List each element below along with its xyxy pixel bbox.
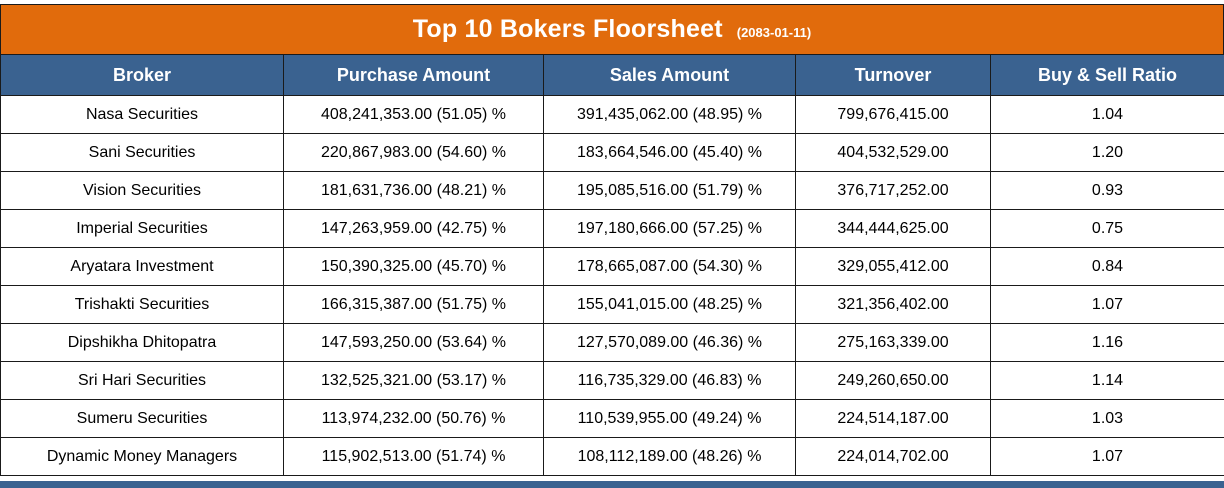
ratio-cell: 1.07 — [990, 437, 1224, 476]
purchase-amount-cell: 147,593,250.00 (53.64) % — [283, 323, 544, 362]
broker-cell: Trishakti Securities — [0, 285, 284, 324]
broker-cell: Imperial Securities — [0, 209, 284, 248]
sales-amount-cell: 195,085,516.00 (51.79) % — [543, 171, 796, 210]
column-header-turnover: Turnover — [795, 54, 991, 96]
purchase-amount-cell: 166,315,387.00 (51.75) % — [283, 285, 544, 324]
turnover-cell: 799,676,415.00 — [795, 95, 991, 134]
floorsheet-table: Broker Purchase Amount Sales Amount Turn… — [0, 54, 1224, 476]
sales-amount-cell: 391,435,062.00 (48.95) % — [543, 95, 796, 134]
table-row: Dynamic Money Managers 115,902,513.00 (5… — [0, 437, 1224, 476]
turnover-cell: 404,532,529.00 — [795, 133, 991, 172]
column-header-sales: Sales Amount — [543, 54, 796, 96]
ratio-cell: 1.04 — [990, 95, 1224, 134]
sales-amount-cell: 183,664,546.00 (45.40) % — [543, 133, 796, 172]
sales-amount-cell: 127,570,089.00 (46.36) % — [543, 323, 796, 362]
turnover-cell: 321,356,402.00 — [795, 285, 991, 324]
broker-cell: Sani Securities — [0, 133, 284, 172]
turnover-cell: 224,014,702.00 — [795, 437, 991, 476]
broker-cell: Sri Hari Securities — [0, 361, 284, 400]
column-header-broker: Broker — [0, 54, 284, 96]
turnover-cell: 329,055,412.00 — [795, 247, 991, 286]
purchase-amount-cell: 150,390,325.00 (45.70) % — [283, 247, 544, 286]
ratio-cell: 1.14 — [990, 361, 1224, 400]
report-title: Top 10 Bokers Floorsheet — [412, 15, 723, 43]
sales-amount-cell: 110,539,955.00 (49.24) % — [543, 399, 796, 438]
title-bar: Top 10 Bokers Floorsheet (2083-01-11) — [0, 4, 1224, 54]
column-header-row: Broker Purchase Amount Sales Amount Turn… — [0, 54, 1224, 96]
broker-cell: Dynamic Money Managers — [0, 437, 284, 476]
purchase-amount-cell: 181,631,736.00 (48.21) % — [283, 171, 544, 210]
purchase-amount-cell: 115,902,513.00 (51.74) % — [283, 437, 544, 476]
turnover-cell: 249,260,650.00 — [795, 361, 991, 400]
ratio-cell: 0.75 — [990, 209, 1224, 248]
broker-cell: Sumeru Securities — [0, 399, 284, 438]
table-row: Nasa Securities 408,241,353.00 (51.05) %… — [0, 95, 1224, 134]
table-row: Sani Securities 220,867,983.00 (54.60) %… — [0, 133, 1224, 172]
sales-amount-cell: 108,112,189.00 (48.26) % — [543, 437, 796, 476]
sales-amount-cell: 197,180,666.00 (57.25) % — [543, 209, 796, 248]
sales-amount-cell: 116,735,329.00 (46.83) % — [543, 361, 796, 400]
table-row: Vision Securities 181,631,736.00 (48.21)… — [0, 171, 1224, 210]
turnover-cell: 275,163,339.00 — [795, 323, 991, 362]
ratio-cell: 0.93 — [990, 171, 1224, 210]
table-row: Aryatara Investment 150,390,325.00 (45.7… — [0, 247, 1224, 286]
purchase-amount-cell: 113,974,232.00 (50.76) % — [283, 399, 544, 438]
ratio-cell: 1.20 — [990, 133, 1224, 172]
broker-cell: Aryatara Investment — [0, 247, 284, 286]
ratio-cell: 1.16 — [990, 323, 1224, 362]
ratio-cell: 1.03 — [990, 399, 1224, 438]
turnover-cell: 344,444,625.00 — [795, 209, 991, 248]
footer-bar — [0, 481, 1224, 488]
purchase-amount-cell: 147,263,959.00 (42.75) % — [283, 209, 544, 248]
ratio-cell: 0.84 — [990, 247, 1224, 286]
table-row: Sri Hari Securities 132,525,321.00 (53.1… — [0, 361, 1224, 400]
ratio-cell: 1.07 — [990, 285, 1224, 324]
column-header-ratio: Buy & Sell Ratio — [990, 54, 1224, 96]
turnover-cell: 224,514,187.00 — [795, 399, 991, 438]
broker-cell: Nasa Securities — [0, 95, 284, 134]
table-row: Dipshikha Dhitopatra 147,593,250.00 (53.… — [0, 323, 1224, 362]
column-header-purchase: Purchase Amount — [283, 54, 544, 96]
broker-cell: Vision Securities — [0, 171, 284, 210]
broker-cell: Dipshikha Dhitopatra — [0, 323, 284, 362]
table-row: Sumeru Securities 113,974,232.00 (50.76)… — [0, 399, 1224, 438]
purchase-amount-cell: 408,241,353.00 (51.05) % — [283, 95, 544, 134]
table-row: Imperial Securities 147,263,959.00 (42.7… — [0, 209, 1224, 248]
turnover-cell: 376,717,252.00 — [795, 171, 991, 210]
purchase-amount-cell: 220,867,983.00 (54.60) % — [283, 133, 544, 172]
purchase-amount-cell: 132,525,321.00 (53.17) % — [283, 361, 544, 400]
table-row: Trishakti Securities 166,315,387.00 (51.… — [0, 285, 1224, 324]
sales-amount-cell: 155,041,015.00 (48.25) % — [543, 285, 796, 324]
sales-amount-cell: 178,665,087.00 (54.30) % — [543, 247, 796, 286]
table-body: Nasa Securities 408,241,353.00 (51.05) %… — [0, 95, 1224, 476]
report-date: (2083-01-11) — [736, 25, 812, 40]
